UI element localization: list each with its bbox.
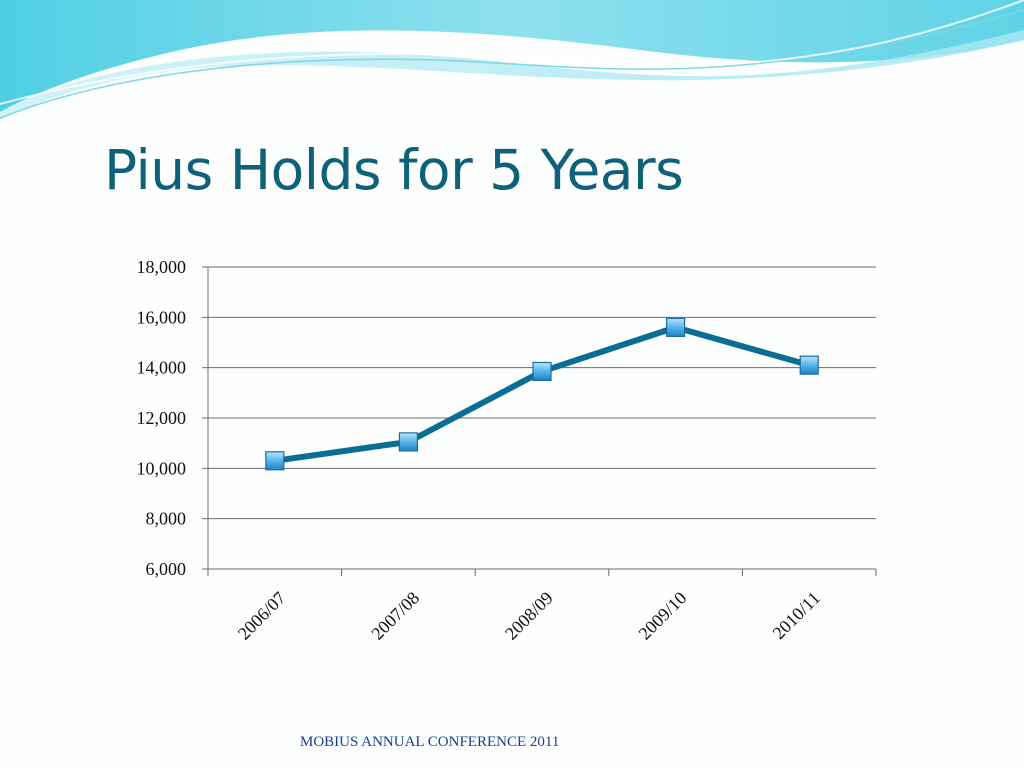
- data-point-marker: [799, 355, 819, 375]
- holds-line-chart: 6,000 8,000 10,000 12,000 14,000 16,000 18,000…: [137, 257, 877, 644]
- slide-title: Pius Holds for 5 Years: [104, 138, 684, 202]
- y-tick-label: 16,000: [137, 307, 187, 327]
- y-tick-label: 12,000: [137, 408, 187, 428]
- y-tick-label: 6,000: [146, 559, 187, 579]
- footer-text: MOBIUS ANNUAL CONFERENCE 2011: [300, 734, 560, 750]
- x-tick-label: 2006/07: [234, 588, 290, 644]
- x-tick-label: 2009/10: [635, 588, 691, 644]
- y-tick-label: 14,000: [137, 358, 187, 378]
- y-tick-label: 18,000: [137, 257, 187, 277]
- data-point-marker: [398, 432, 418, 452]
- series-line: [271, 324, 813, 464]
- x-tick-label: 2010/11: [769, 588, 824, 643]
- data-point-marker: [532, 361, 552, 382]
- data-point-marker: [665, 317, 686, 338]
- x-tick-label: 2008/09: [501, 588, 557, 644]
- y-tick-label: 8,000: [146, 509, 187, 529]
- header-wave-decoration: [0, 0, 1024, 120]
- data-point-marker: [265, 451, 285, 471]
- y-tick-label: 10,000: [137, 458, 187, 478]
- x-tick-label: 2007/08: [367, 588, 423, 644]
